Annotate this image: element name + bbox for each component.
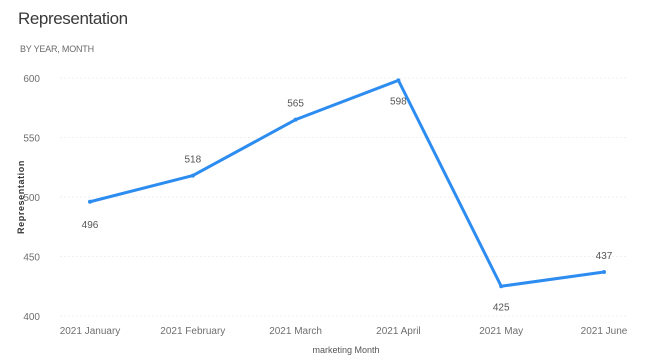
x-tick-label: 2021 April: [376, 326, 420, 337]
y-tick-label: 500: [23, 193, 40, 204]
x-tick-label: 2021 May: [479, 326, 523, 337]
data-label: 437: [596, 251, 613, 262]
x-tick-label: 2021 January: [60, 326, 121, 337]
chart-title: Representation: [18, 9, 128, 28]
data-point[interactable]: [293, 117, 298, 122]
y-tick-label: 450: [23, 253, 40, 264]
data-label: 565: [287, 99, 304, 110]
x-tick-label: 2021 March: [269, 326, 322, 337]
data-point[interactable]: [190, 173, 195, 178]
data-label: 425: [493, 302, 510, 313]
y-tick-label: 400: [23, 312, 40, 323]
chart-subtitle: BY YEAR, MONTH: [20, 44, 94, 54]
y-axis-title: Representation: [16, 160, 26, 234]
x-axis-title: marketing Month: [312, 345, 379, 355]
data-point[interactable]: [88, 199, 92, 204]
y-tick-label: 550: [23, 134, 40, 145]
data-point[interactable]: [396, 78, 401, 83]
data-point[interactable]: [602, 269, 606, 274]
y-tick-label: 600: [23, 74, 40, 85]
data-label: 518: [184, 155, 201, 166]
series-line: [88, 78, 606, 288]
data-label: 598: [390, 96, 407, 107]
x-tick-label: 2021 February: [160, 326, 225, 337]
x-tick-label: 2021 June: [581, 326, 628, 337]
data-label: 496: [82, 220, 99, 231]
data-point[interactable]: [499, 284, 504, 289]
